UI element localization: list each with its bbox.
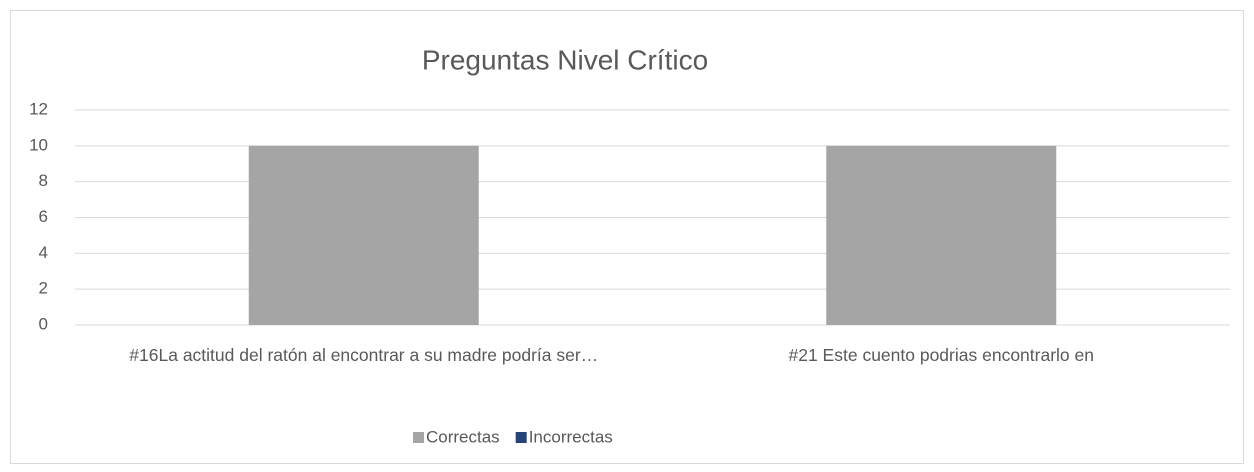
legend-label: Correctas <box>426 427 500 446</box>
y-tick-label: 6 <box>39 207 48 226</box>
bar <box>248 145 479 325</box>
x-tick-label: #21 Este cuento podrias encontrarlo en <box>788 345 1094 365</box>
y-tick-label: 10 <box>29 135 48 154</box>
y-tick-label: 8 <box>39 171 48 190</box>
legend-swatch <box>413 432 424 443</box>
legend-label: Incorrectas <box>529 427 613 446</box>
y-tick-label: 2 <box>39 279 48 298</box>
x-tick-label: #16La actitud del ratón al encontrar a s… <box>129 345 599 365</box>
y-tick-label: 12 <box>29 99 48 118</box>
legend-swatch <box>515 432 527 443</box>
y-tick-label: 4 <box>39 243 48 262</box>
y-tick-label: 0 <box>39 314 48 333</box>
bar <box>826 145 1057 325</box>
chart-title: Preguntas Nivel Crítico <box>422 44 708 75</box>
chart-frame <box>10 10 1244 464</box>
